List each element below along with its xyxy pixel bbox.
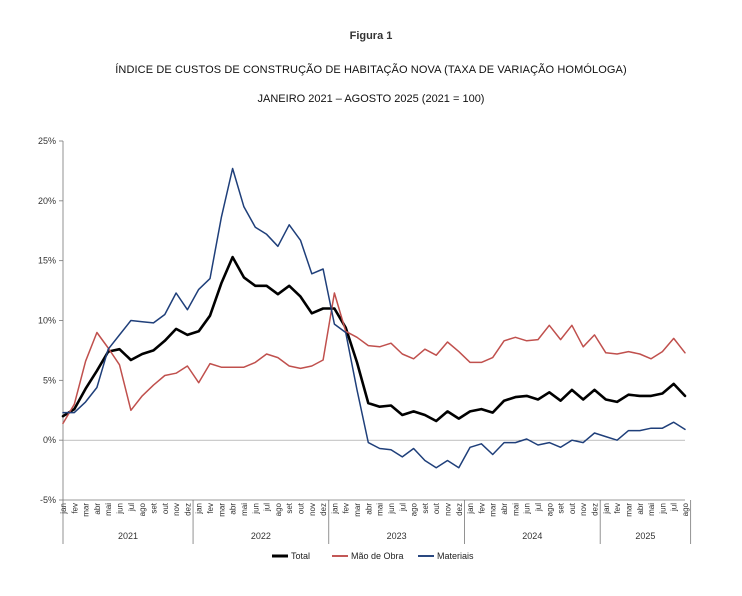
x-tick-label: abr: [636, 503, 645, 515]
x-tick-label: set: [557, 502, 566, 513]
x-tick-label: mar: [624, 503, 633, 517]
x-tick-label: fev: [206, 503, 215, 514]
x-tick-label: jun: [387, 503, 396, 515]
y-tick-label: 10%: [38, 316, 56, 326]
x-tick-label: jan: [195, 503, 204, 515]
legend-label: Materiais: [437, 551, 474, 561]
x-tick-label: out: [432, 502, 441, 514]
series-line-materiais: [62, 167, 686, 469]
x-tick-label: abr: [93, 503, 102, 515]
x-tick-label: out: [161, 502, 170, 514]
y-tick-label: 15%: [38, 256, 56, 266]
x-tick-label: mai: [104, 503, 113, 516]
x-tick-label: dez: [455, 503, 464, 516]
x-tick-label: mar: [82, 503, 91, 517]
series-line-mão-de-obra: [62, 292, 686, 425]
x-tick-label: nov: [579, 503, 588, 516]
year-label: 2021: [118, 531, 138, 541]
x-tick-label: abr: [229, 503, 238, 515]
y-tick-label: 0%: [43, 435, 56, 445]
x-tick-label: jul: [670, 503, 679, 512]
y-tick-label: 20%: [38, 196, 56, 206]
x-tick-label: set: [421, 502, 430, 513]
y-tick-label: 25%: [38, 136, 56, 146]
chart-subtitle: JANEIRO 2021 – AGOSTO 2025 (2021 = 100): [257, 93, 485, 105]
legend-label: Mão de Obra: [351, 551, 404, 561]
x-tick-label: mai: [240, 503, 249, 516]
x-tick-label: abr: [500, 503, 509, 515]
x-tick-label: ago: [410, 502, 419, 516]
x-tick-label: jul: [398, 503, 407, 512]
x-tick-label: nov: [444, 503, 453, 516]
x-tick-label: abr: [364, 503, 373, 515]
x-tick-label: nov: [172, 503, 181, 516]
x-tick-label: jan: [59, 503, 68, 515]
x-tick-label: mai: [511, 503, 520, 516]
x-tick-label: set: [149, 502, 158, 513]
x-tick-label: out: [296, 502, 305, 514]
x-tick-label: fev: [477, 503, 486, 514]
x-tick-label: mar: [489, 503, 498, 517]
x-tick-label: jul: [263, 503, 272, 512]
x-tick-label: fev: [613, 503, 622, 514]
x-tick-label: nov: [308, 503, 317, 516]
chart-title: ÍNDICE DE CUSTOS DE CONSTRUÇÃO DE HABITA…: [115, 64, 627, 76]
x-tick-label: dez: [183, 503, 192, 516]
x-tick-label: fev: [342, 503, 351, 514]
x-tick-label: jan: [330, 503, 339, 515]
x-tick-label: mar: [217, 503, 226, 517]
year-label: 2023: [387, 531, 407, 541]
x-tick-label: set: [285, 502, 294, 513]
x-tick-label: mai: [376, 503, 385, 516]
y-tick-label: 5%: [43, 375, 56, 385]
y-tick-label: -5%: [40, 495, 56, 505]
x-tick-label: mai: [647, 503, 656, 516]
x-tick-label: jun: [523, 503, 532, 515]
year-label: 2022: [251, 531, 271, 541]
x-tick-label: ago: [138, 502, 147, 516]
x-tick-label: jun: [116, 503, 125, 515]
x-tick-label: jun: [658, 503, 667, 515]
x-tick-label: jun: [251, 503, 260, 515]
x-tick-label: dez: [591, 503, 600, 516]
year-label: 2024: [522, 531, 542, 541]
x-tick-label: mar: [353, 503, 362, 517]
figure-label: Figura 1: [349, 30, 393, 42]
x-tick-label: jul: [534, 503, 543, 512]
x-tick-label: fev: [70, 503, 79, 514]
series-line-total: [61, 255, 687, 423]
x-tick-label: ago: [274, 502, 283, 516]
year-label: 2025: [635, 531, 655, 541]
x-tick-label: jul: [127, 503, 136, 512]
x-tick-label: dez: [319, 503, 328, 516]
x-tick-label: ago: [545, 502, 554, 516]
x-tick-label: out: [568, 502, 577, 514]
x-tick-label: jan: [466, 503, 475, 515]
x-tick-label: jan: [602, 503, 611, 515]
legend-label: Total: [291, 551, 310, 561]
x-tick-label: ago: [681, 502, 690, 516]
